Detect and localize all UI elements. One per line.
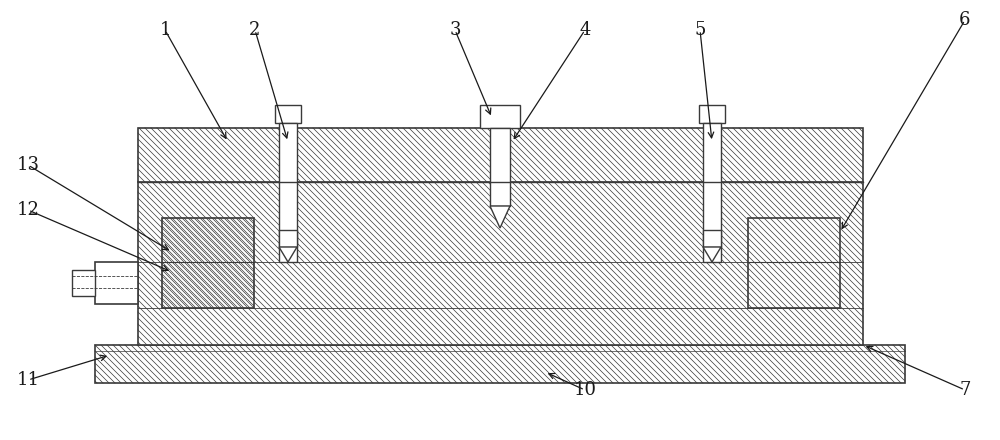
Bar — [480, 105, 520, 128]
Bar — [279, 230, 297, 247]
Bar — [138, 128, 863, 182]
Text: 12: 12 — [17, 201, 39, 219]
Bar — [748, 218, 840, 308]
Bar — [72, 270, 95, 296]
Bar — [138, 182, 863, 345]
Text: 7: 7 — [959, 381, 971, 399]
Polygon shape — [490, 206, 510, 228]
Polygon shape — [279, 247, 297, 262]
Bar — [279, 123, 297, 262]
Bar — [490, 128, 510, 206]
Bar — [699, 105, 725, 123]
Polygon shape — [703, 247, 721, 262]
Bar — [95, 262, 138, 304]
Text: 6: 6 — [959, 11, 971, 29]
Bar — [703, 230, 721, 247]
Bar — [95, 345, 905, 383]
Bar — [275, 105, 301, 123]
Text: 5: 5 — [694, 21, 706, 39]
Bar — [703, 123, 721, 262]
Text: 11: 11 — [17, 371, 40, 389]
Text: 4: 4 — [579, 21, 591, 39]
Text: 13: 13 — [17, 156, 40, 174]
Text: 1: 1 — [159, 21, 171, 39]
Text: 3: 3 — [449, 21, 461, 39]
Text: 2: 2 — [249, 21, 261, 39]
Text: 10: 10 — [574, 381, 596, 399]
Bar — [162, 218, 254, 308]
